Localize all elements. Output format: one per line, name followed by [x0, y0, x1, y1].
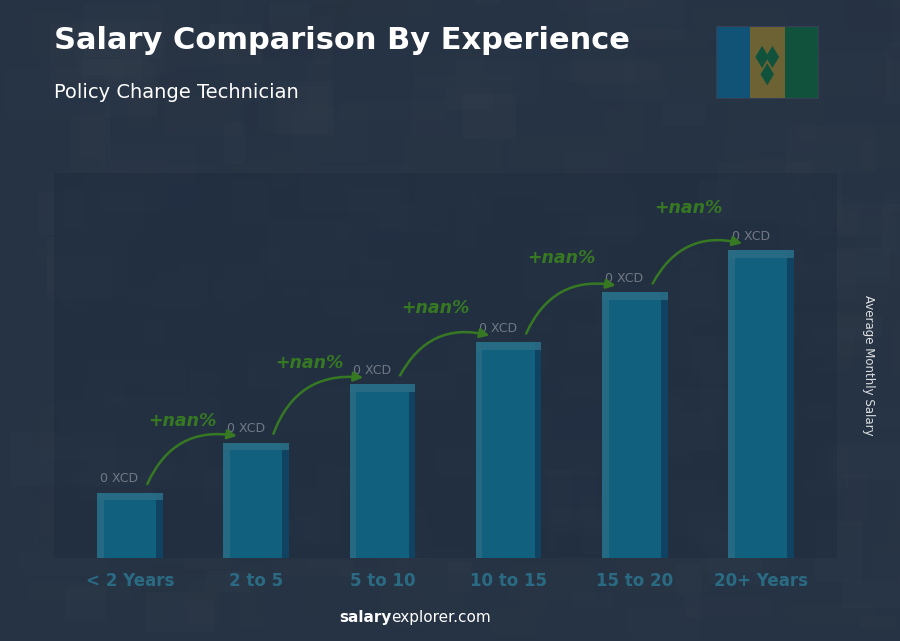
Text: +nan%: +nan%	[148, 412, 217, 430]
Text: Policy Change Technician: Policy Change Technician	[54, 83, 299, 103]
Bar	[535, 342, 542, 558]
Bar	[97, 493, 163, 501]
Bar	[223, 443, 289, 558]
Bar	[349, 384, 415, 558]
Bar	[476, 342, 542, 350]
Polygon shape	[755, 46, 769, 68]
Bar	[283, 443, 289, 558]
Bar	[349, 384, 356, 558]
Text: 0 XCD: 0 XCD	[353, 363, 391, 377]
Text: Salary Comparison By Experience: Salary Comparison By Experience	[54, 26, 630, 54]
Text: 0 XCD: 0 XCD	[479, 322, 518, 335]
Bar	[476, 342, 482, 558]
Bar	[476, 342, 542, 558]
Text: 0 XCD: 0 XCD	[227, 422, 265, 435]
Text: +nan%: +nan%	[527, 249, 596, 267]
Bar	[223, 443, 289, 450]
Bar	[602, 292, 668, 558]
Bar	[728, 251, 794, 258]
Bar	[409, 384, 415, 558]
Bar	[785, 26, 819, 99]
Bar	[602, 292, 668, 300]
Text: explorer.com: explorer.com	[392, 610, 491, 625]
Bar	[97, 493, 163, 558]
Bar	[750, 26, 785, 99]
Bar	[728, 251, 735, 558]
Bar	[156, 493, 163, 558]
Bar	[788, 251, 794, 558]
Polygon shape	[766, 46, 779, 68]
Bar	[349, 384, 415, 392]
Bar	[662, 292, 668, 558]
Text: 0 XCD: 0 XCD	[732, 230, 770, 243]
Text: +nan%: +nan%	[401, 299, 470, 317]
Text: +nan%: +nan%	[274, 354, 343, 372]
Text: +nan%: +nan%	[653, 199, 722, 217]
Text: Average Monthly Salary: Average Monthly Salary	[862, 295, 875, 436]
Text: 0 XCD: 0 XCD	[606, 272, 644, 285]
Polygon shape	[760, 63, 774, 85]
Bar	[728, 251, 794, 558]
Bar	[716, 26, 750, 99]
Bar	[223, 443, 230, 558]
Bar	[602, 292, 608, 558]
Bar	[97, 493, 104, 558]
Text: 0 XCD: 0 XCD	[100, 472, 139, 485]
Text: salary: salary	[339, 610, 392, 625]
